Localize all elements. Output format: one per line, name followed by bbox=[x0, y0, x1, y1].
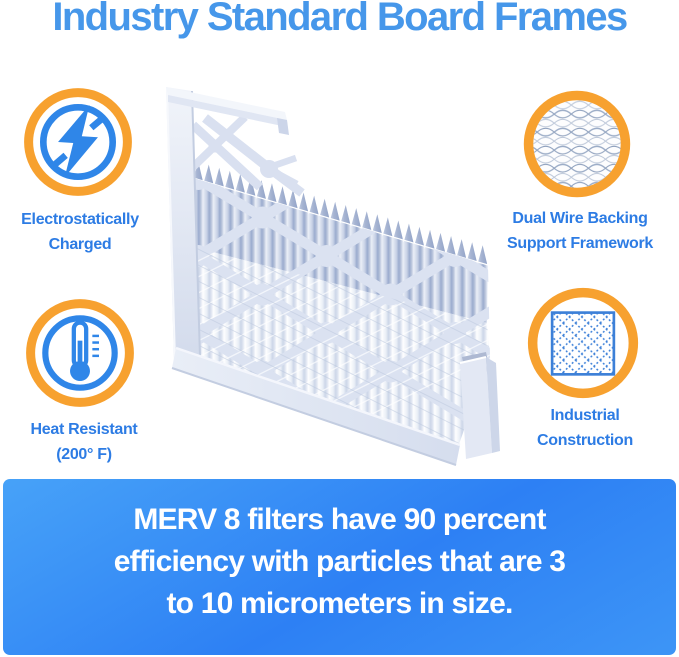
wire-mesh-icon bbox=[520, 87, 634, 201]
page-title: Industry Standard Board Frames bbox=[52, 0, 628, 39]
banner-line: efficiency with particles that are 3 bbox=[113, 545, 566, 578]
lightning-bolt-icon bbox=[21, 85, 135, 199]
feature-label-electrostatically-charged: Electrostatically Charged bbox=[21, 211, 139, 253]
banner-line: to 10 micrometers in size. bbox=[166, 587, 513, 620]
diamond-grid-icon bbox=[526, 286, 640, 400]
thermometer-icon bbox=[23, 296, 137, 410]
feature-label-heat-resistant: Heat Resistant (200° F) bbox=[30, 421, 138, 463]
feature-label-dual-wire-backing: Dual Wire Backing Support Framework bbox=[506, 210, 654, 252]
pleated-air-filter-illustration bbox=[166, 87, 500, 466]
feature-label-industrial-construction: Industrial Construction bbox=[537, 407, 633, 449]
banner-line: MERV 8 filters have 90 percent bbox=[133, 503, 546, 536]
info-banner: MERV 8 filters have 90 percent efficienc… bbox=[3, 479, 676, 655]
